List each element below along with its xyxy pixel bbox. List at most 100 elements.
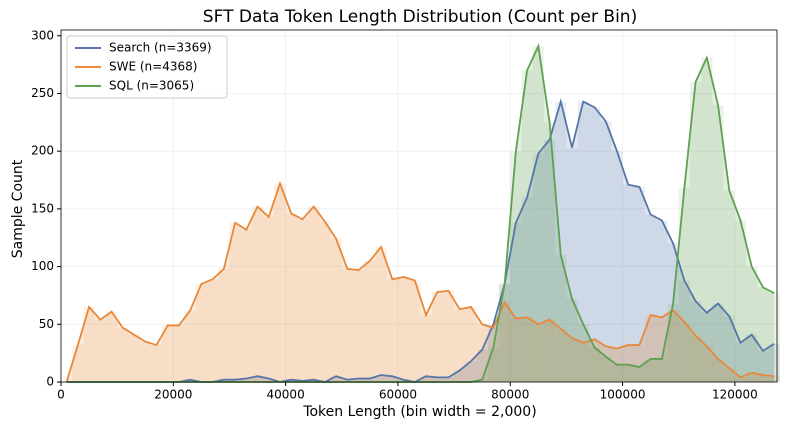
legend-label: Search (n=3369) xyxy=(109,41,212,55)
y-tick-label: 250 xyxy=(31,86,54,100)
histogram-bar xyxy=(555,255,567,382)
y-tick-label: 0 xyxy=(46,375,54,389)
histogram-bar xyxy=(251,376,264,382)
histogram-bar xyxy=(184,379,196,382)
histogram-bar xyxy=(555,328,567,382)
histogram-bar xyxy=(555,101,567,382)
histogram-bar xyxy=(611,151,623,382)
histogram-bar xyxy=(521,317,533,382)
histogram-bar xyxy=(499,283,511,382)
histogram-bar xyxy=(667,243,679,382)
histogram-bar xyxy=(689,335,702,382)
histogram-bar xyxy=(712,358,724,382)
histogram-bar xyxy=(454,370,466,382)
x-tick-label: 20000 xyxy=(154,388,192,402)
histogram-bar xyxy=(173,325,185,382)
histogram-bar xyxy=(184,310,196,382)
histogram-bar xyxy=(420,376,432,382)
histogram-bar xyxy=(633,345,646,382)
histogram-bar xyxy=(397,276,410,382)
histogram-bar xyxy=(622,184,634,382)
histogram-bar xyxy=(487,347,500,382)
y-tick-label: 300 xyxy=(31,28,54,42)
histogram-bar xyxy=(240,378,252,382)
histogram-bar xyxy=(633,186,646,382)
histogram-bar xyxy=(476,379,488,382)
histogram-bar xyxy=(162,325,174,382)
histogram-bar xyxy=(611,364,623,382)
histogram-bar xyxy=(689,301,702,382)
histogram-bar xyxy=(656,358,668,382)
histogram-bar xyxy=(521,197,533,382)
histogram-bar xyxy=(476,324,488,382)
histogram-bar xyxy=(83,306,95,382)
histogram-bar xyxy=(689,81,702,383)
histogram-bar xyxy=(330,238,342,382)
histogram-bar xyxy=(72,345,84,382)
histogram-bar xyxy=(588,347,601,382)
histogram-bar xyxy=(341,268,354,382)
histogram-bar xyxy=(375,375,387,382)
histogram-bar xyxy=(353,378,365,382)
histogram-bar xyxy=(139,341,151,382)
histogram-bar xyxy=(566,298,578,382)
histogram-bar xyxy=(465,361,477,382)
histogram-bar xyxy=(263,378,275,382)
histogram-bar xyxy=(442,290,455,382)
histogram-bar xyxy=(577,324,589,382)
histogram-bar xyxy=(543,139,556,382)
histogram-bar xyxy=(566,147,578,382)
histogram-bar xyxy=(487,327,500,382)
histogram-bar xyxy=(645,358,657,382)
histogram-bar xyxy=(285,379,297,382)
histogram-bar xyxy=(510,151,522,382)
histogram-bar xyxy=(499,283,511,382)
histogram-bar xyxy=(734,377,747,382)
y-tick-label: 100 xyxy=(31,259,54,273)
histogram-bar xyxy=(308,379,320,382)
x-tick-label: 80000 xyxy=(491,388,529,402)
x-tick-label: 0 xyxy=(57,388,65,402)
y-tick-label: 150 xyxy=(31,201,54,215)
histogram-bar xyxy=(667,310,679,382)
histogram-bar xyxy=(667,303,679,382)
histogram-bar xyxy=(768,293,780,382)
histogram-bar xyxy=(701,57,713,382)
histogram-bar xyxy=(229,222,241,382)
histogram-bar xyxy=(656,317,668,382)
histogram-bar xyxy=(577,101,589,382)
histogram-bar xyxy=(454,309,466,382)
histogram-bar xyxy=(633,366,646,382)
histogram-bar xyxy=(622,364,634,382)
histogram-bar xyxy=(229,379,241,382)
x-tick-label: 60000 xyxy=(379,388,417,402)
histogram-bar xyxy=(746,266,758,382)
x-tick-label: 120000 xyxy=(712,388,758,402)
histogram-bar xyxy=(319,221,331,382)
histogram-bar xyxy=(757,350,769,382)
histogram-bar xyxy=(712,303,724,382)
histogram-bar xyxy=(723,190,735,382)
histogram-bar xyxy=(364,378,376,382)
area xyxy=(66,46,775,382)
legend: Search (n=3369) SWE (n=4368) SQL (n=3065) xyxy=(66,35,228,99)
x-tick-label: 100000 xyxy=(600,388,646,402)
histogram-bar xyxy=(420,315,432,382)
histogram-bar xyxy=(712,105,724,383)
histogram-bar xyxy=(117,327,129,382)
y-tick-label: 200 xyxy=(31,144,54,158)
histogram-bar xyxy=(285,213,297,382)
histogram-bar xyxy=(622,345,634,382)
x-tick-label: 40000 xyxy=(267,388,305,402)
histogram-bar xyxy=(476,349,488,382)
histogram-bar xyxy=(499,302,511,382)
histogram-bar xyxy=(678,321,690,382)
histogram-bar xyxy=(105,311,118,382)
chart-title: SFT Data Token Length Distribution (Coun… xyxy=(203,7,637,27)
histogram-bar xyxy=(218,268,230,382)
histogram-bar xyxy=(386,376,398,382)
histogram-bar xyxy=(678,188,690,382)
histogram-bar xyxy=(645,214,657,382)
histogram-bar xyxy=(263,216,275,382)
histogram-bar xyxy=(588,107,601,383)
